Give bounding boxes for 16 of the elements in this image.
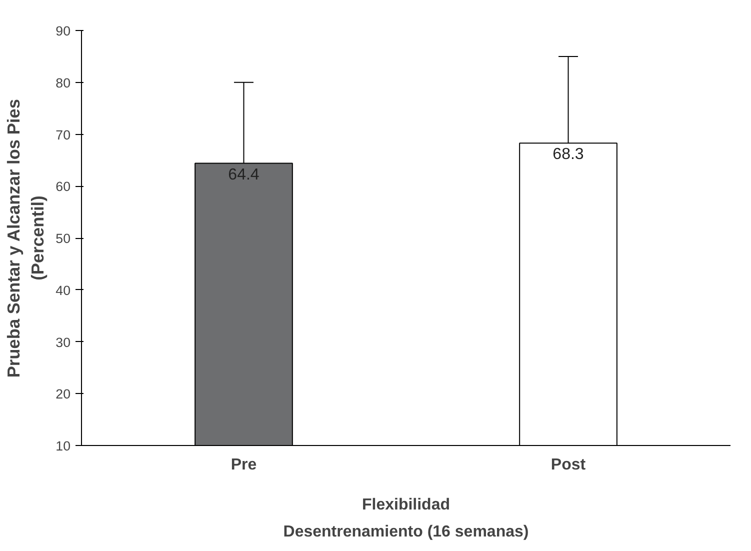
y-tick-label: 30 — [56, 334, 71, 350]
y-tick-label: 50 — [56, 231, 71, 246]
x-tick-label: Post — [550, 456, 586, 474]
y-tick-label: 20 — [56, 386, 71, 402]
x-axis-title: Flexibilidad — [362, 496, 450, 514]
y-tick-label: 40 — [56, 282, 71, 298]
y-tick-label: 80 — [56, 75, 71, 90]
text: Desentrenamiento (16 semanas) — [283, 524, 529, 540]
y-axis-title: Prueba Sentar y Alcanzar los Pies (Percentil) — [4, 98, 48, 378]
y-tick-label: 60 — [56, 179, 71, 194]
data-label: 64.4 — [228, 166, 260, 184]
y-tick-label: 70 — [56, 127, 71, 142]
data-label: 68.3 — [552, 146, 584, 164]
y-tick-label: 10 — [56, 438, 71, 454]
y-tick-label: 90 — [56, 24, 71, 38]
x-tick-label: Pre — [230, 456, 257, 474]
